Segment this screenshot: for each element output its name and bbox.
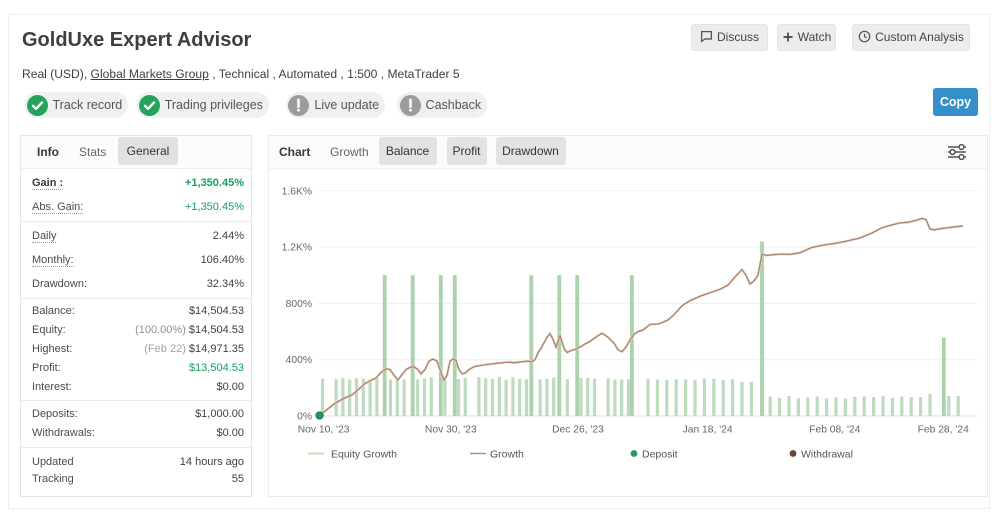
svg-text:Growth: Growth (490, 449, 524, 461)
svg-text:400%: 400% (286, 355, 312, 366)
svg-text:1.6K%: 1.6K% (282, 186, 312, 197)
svg-text:Nov 10, '23: Nov 10, '23 (298, 425, 350, 436)
svg-text:Feb 28, '24: Feb 28, '24 (918, 425, 969, 436)
svg-text:1.2K%: 1.2K% (282, 243, 312, 254)
svg-text:Deposit: Deposit (642, 449, 678, 461)
svg-text:800%: 800% (286, 299, 312, 310)
svg-text:Equity Growth: Equity Growth (331, 449, 397, 461)
svg-text:Withdrawal: Withdrawal (801, 449, 853, 461)
svg-text:Nov 30, '23: Nov 30, '23 (425, 425, 477, 436)
svg-text:Dec 26, '23: Dec 26, '23 (552, 425, 604, 436)
svg-text:Jan 18, '24: Jan 18, '24 (683, 425, 733, 436)
svg-text:0%: 0% (297, 412, 312, 423)
svg-text:Feb 08, '24: Feb 08, '24 (809, 425, 860, 436)
